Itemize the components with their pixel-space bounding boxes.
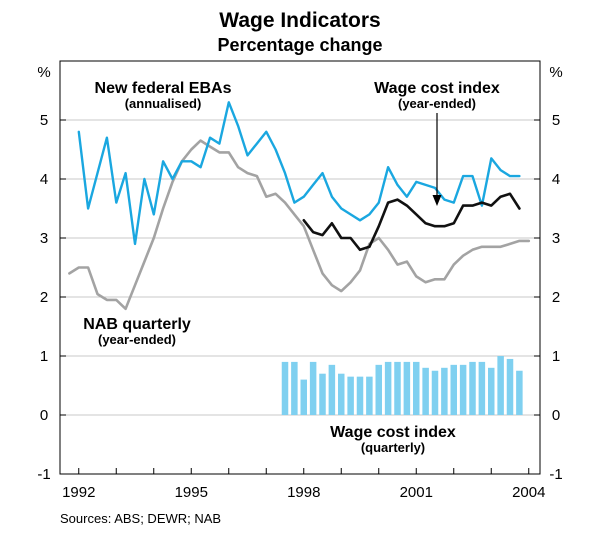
bar-wage-cost-index-quarterly	[356, 376, 364, 415]
y-tick-label-right: 1	[552, 348, 560, 365]
plot-frame	[59, 60, 541, 475]
y-tick-label-right: -1	[549, 466, 562, 483]
bar-wage-cost-index-quarterly	[403, 361, 411, 415]
y-tick-label-right: 5	[552, 112, 560, 129]
y-tick-label-left: 0	[40, 407, 48, 424]
bar-wage-cost-index-quarterly	[366, 376, 373, 415]
y-tick-label-right: 3	[552, 230, 560, 247]
y-tick-label-left: -1	[37, 466, 50, 483]
ebas-label: New federal EBAs	[95, 80, 232, 97]
series-lines	[68, 101, 531, 311]
y-tick-label-left: 4	[40, 171, 48, 188]
bar-wage-cost-index-quarterly	[488, 367, 495, 415]
bar-wage-cost-index-quarterly	[450, 364, 457, 415]
left-y-axis-ticks: -1 0 1 2 3 4 5	[37, 112, 66, 483]
bar-wage-cost-index-quarterly	[422, 367, 429, 415]
bar-wage-cost-index-quarterly	[441, 367, 448, 415]
y-tick-label-left: 1	[40, 348, 48, 365]
nab-note: (year-ended)	[98, 332, 176, 347]
y-tick-label-left: 2	[40, 289, 48, 306]
chart-source: Sources: ABS; DEWR; NAB	[60, 511, 221, 526]
y-tick-label-right: 4	[552, 171, 560, 188]
bar-wage-cost-index-quarterly	[431, 370, 439, 415]
bar-wage-cost-index-quarterly	[281, 361, 289, 415]
line-ebas	[77, 101, 521, 246]
bar-wage-cost-index-quarterly	[394, 361, 401, 415]
wciq-label: Wage cost index	[330, 424, 456, 441]
bar-wage-cost-index-quarterly	[459, 364, 467, 415]
bar-wage-cost-index-quarterly	[319, 373, 326, 415]
bar-wage-cost-index-quarterly	[469, 361, 476, 415]
line-wci	[302, 192, 521, 252]
nab-label: NAB quarterly	[83, 316, 191, 333]
gridlines	[60, 119, 540, 475]
x-tick-label: 2001	[400, 484, 433, 501]
y-tick-label-right: 0	[552, 407, 560, 424]
ebas-note: (annualised)	[125, 96, 202, 111]
bar-wage-cost-index-quarterly	[300, 379, 307, 415]
y-tick-label-left: 5	[40, 112, 48, 129]
bar-wage-cost-index-quarterly	[506, 358, 514, 415]
bar-wage-cost-index-quarterly	[309, 361, 317, 415]
chart-subtitle: Percentage change	[217, 35, 382, 55]
line-nab	[68, 139, 531, 311]
bar-wage-cost-index-quarterly	[516, 370, 523, 415]
left-axis-unit: %	[37, 64, 50, 81]
wci-note: (year-ended)	[398, 96, 476, 111]
chart-title: Wage Indicators	[219, 9, 380, 32]
bar-wage-cost-index-quarterly	[338, 373, 345, 415]
x-tick-label: 1995	[175, 484, 208, 501]
wci-label: Wage cost index	[374, 80, 500, 97]
wage-cost-index-quarterly-bars	[281, 356, 523, 415]
bar-wage-cost-index-quarterly	[347, 376, 354, 415]
x-axis-tick-marks	[78, 468, 530, 474]
right-axis-unit: %	[549, 64, 562, 81]
wciq-note: (quarterly)	[361, 440, 425, 455]
right-y-axis-ticks: -1 0 1 2 3 4 5	[534, 112, 563, 483]
bar-wage-cost-index-quarterly	[384, 361, 392, 415]
y-tick-label-left: 3	[40, 230, 48, 247]
bar-wage-cost-index-quarterly	[497, 356, 504, 415]
x-tick-label: 1998	[287, 484, 320, 501]
bar-wage-cost-index-quarterly	[291, 361, 298, 415]
wci-arrow-head	[432, 195, 442, 206]
bar-wage-cost-index-quarterly	[375, 364, 382, 415]
x-tick-label: 1992	[62, 484, 95, 501]
y-tick-label-right: 2	[552, 289, 560, 306]
bar-wage-cost-index-quarterly	[328, 364, 336, 415]
x-axis-tick-labels: 1992 1995 1998 2001 2004	[62, 484, 545, 501]
bar-wage-cost-index-quarterly	[478, 361, 486, 415]
x-tick-label: 2004	[512, 484, 545, 501]
bar-wage-cost-index-quarterly	[413, 361, 420, 415]
